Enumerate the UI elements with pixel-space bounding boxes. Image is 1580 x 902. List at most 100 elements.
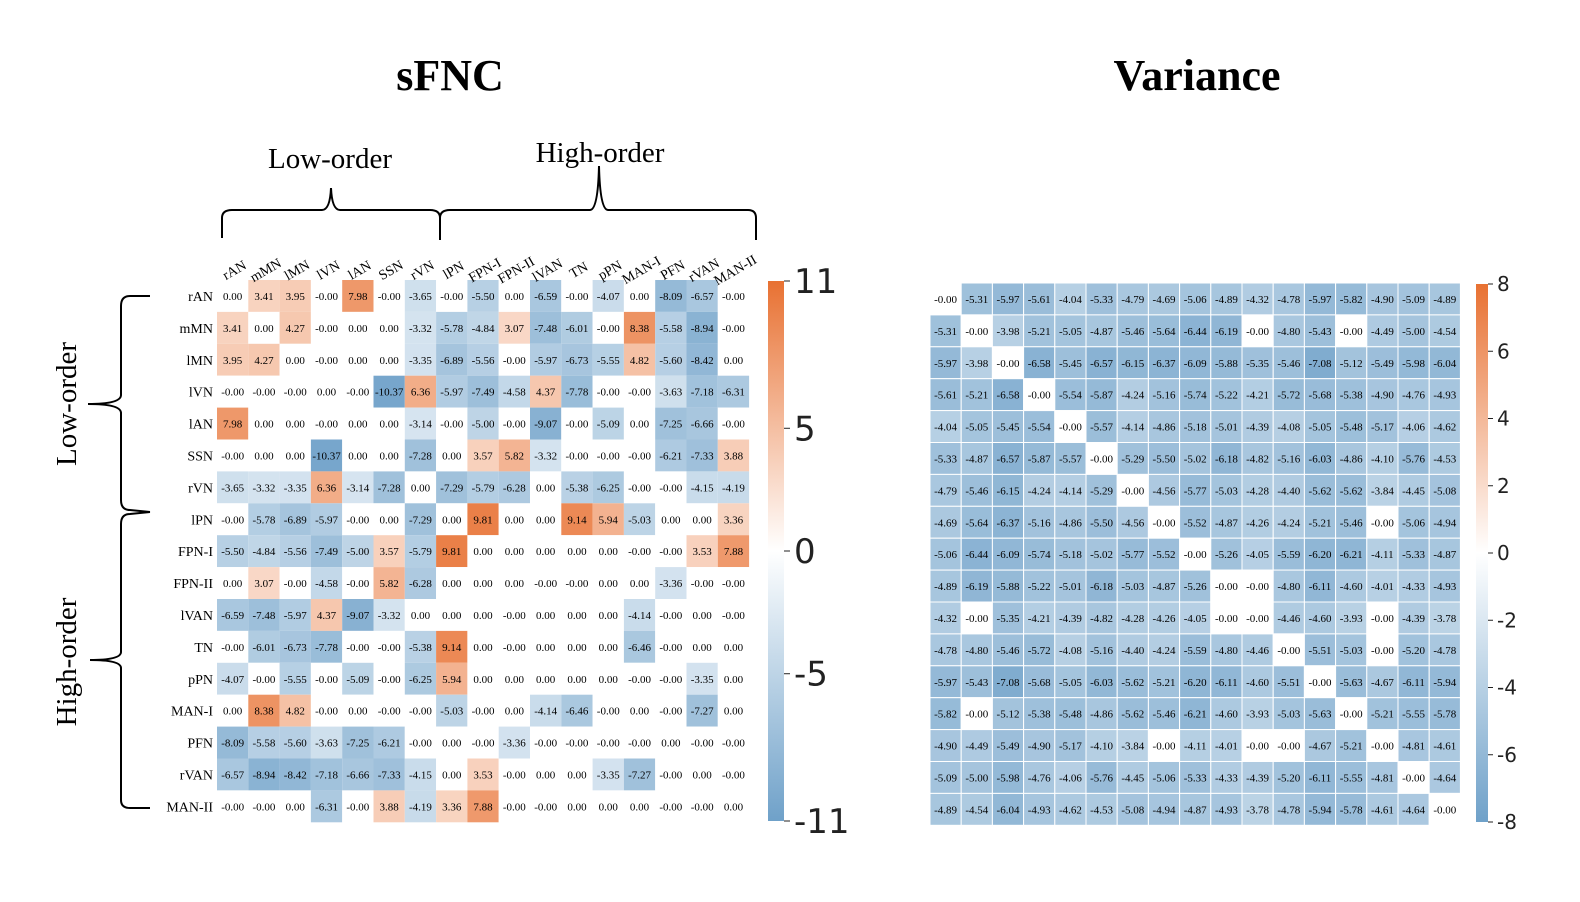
variance-colorbar: 8 6 4 2 0 -2 -4 -6 -8 bbox=[1476, 272, 1517, 834]
sfnc-cell-11-8 bbox=[467, 630, 499, 663]
sfnc-cell-4-1 bbox=[248, 407, 280, 440]
variance-cell-value-12-0: -5.97 bbox=[934, 677, 957, 689]
sfnc-cell-14-13 bbox=[623, 726, 656, 759]
sfnc-cell-8-3 bbox=[310, 535, 343, 568]
variance-cell-4-7 bbox=[1147, 410, 1181, 444]
variance-cell-16-11 bbox=[1272, 792, 1305, 826]
variance-cell-value-15-8: -5.33 bbox=[1184, 772, 1207, 784]
sfnc-cell-6-14 bbox=[655, 471, 687, 504]
sfnc-cell-14-4 bbox=[342, 726, 374, 759]
variance-cell-value-3-12: -5.68 bbox=[1309, 390, 1332, 402]
sfnc-cell-9-7 bbox=[436, 567, 468, 599]
sfnc-cell-value-11-16: 0.00 bbox=[724, 642, 744, 654]
variance-cell-value-8-7: -5.52 bbox=[1153, 549, 1176, 561]
sfnc-cell-9-4 bbox=[342, 567, 374, 599]
variance-cell-16-9 bbox=[1210, 792, 1243, 826]
sfnc-cell-1-7 bbox=[436, 311, 468, 344]
sfnc-cell-16-13 bbox=[623, 790, 656, 823]
sfnc-cell-10-14 bbox=[655, 599, 687, 631]
variance-cell-value-10-11: -4.46 bbox=[1277, 613, 1300, 625]
sfnc-cell-value-6-2: -3.35 bbox=[284, 482, 307, 494]
variance-cell-5-16 bbox=[1428, 442, 1461, 475]
variance-cell-value-5-9: -6.18 bbox=[1215, 453, 1238, 465]
variance-cell-13-6 bbox=[1116, 697, 1149, 731]
sfnc-colorbar-tick-4: -11 bbox=[794, 802, 850, 842]
sfnc-cell-12-12 bbox=[592, 662, 624, 695]
sfnc-cell-3-7 bbox=[436, 375, 468, 408]
variance-cell-value-4-11: -4.08 bbox=[1277, 422, 1300, 434]
variance-cell-value-1-12: -5.43 bbox=[1309, 326, 1332, 338]
variance-colorbar-tick-2: 4 bbox=[1497, 407, 1510, 431]
variance-cell-value-10-14: -0.00 bbox=[1371, 613, 1394, 625]
sfnc-cell-value-9-14: -3.36 bbox=[659, 578, 682, 590]
sfnc-row-label-13: MAN-I bbox=[171, 705, 213, 720]
variance-cell-value-16-4: -4.62 bbox=[1059, 804, 1082, 816]
sfnc-cell-value-7-8: 9.81 bbox=[473, 514, 492, 526]
sfnc-cell-0-2 bbox=[279, 280, 311, 312]
sfnc-cell-12-13 bbox=[623, 662, 656, 695]
variance-cell-value-11-12: -5.51 bbox=[1309, 645, 1332, 657]
variance-cell-value-15-15: -0.00 bbox=[1402, 772, 1425, 784]
variance-cell-value-11-16: -4.78 bbox=[1433, 645, 1456, 657]
sfnc-row-label-12: pPN bbox=[188, 673, 213, 688]
variance-cell-value-6-1: -5.46 bbox=[965, 485, 988, 497]
sfnc-cell-8-10 bbox=[530, 535, 562, 568]
variance-cell-value-16-13: -5.78 bbox=[1340, 804, 1363, 816]
variance-cell-12-9 bbox=[1210, 665, 1243, 699]
variance-cell-value-2-7: -6.37 bbox=[1153, 358, 1176, 370]
sfnc-colorbar-tick-3: -5 bbox=[794, 655, 828, 695]
sfnc-cell-value-5-11: -0.00 bbox=[565, 450, 588, 462]
variance-cell-value-8-11: -5.59 bbox=[1277, 549, 1300, 561]
sfnc-cell-1-14 bbox=[655, 311, 687, 344]
variance-cell-2-12 bbox=[1303, 346, 1337, 380]
variance-cell-value-12-9: -6.11 bbox=[1215, 677, 1238, 689]
variance-cell-3-5 bbox=[1085, 378, 1118, 412]
sfnc-cell-4-16 bbox=[717, 407, 750, 440]
variance-cell-value-16-6: -5.08 bbox=[1121, 804, 1144, 816]
variance-cell-value-0-10: -4.32 bbox=[1246, 294, 1269, 306]
sfnc-cell-11-7 bbox=[436, 630, 468, 663]
variance-cell-value-0-8: -5.06 bbox=[1184, 294, 1207, 306]
variance-cell-value-11-14: -0.00 bbox=[1371, 645, 1394, 657]
sfnc-cell-9-9 bbox=[498, 567, 530, 599]
sfnc-cell-value-15-1: -8.94 bbox=[252, 769, 275, 781]
variance-cell-value-7-6: -4.56 bbox=[1121, 517, 1144, 529]
sfnc-cell-10-3 bbox=[310, 599, 343, 631]
variance-cell-2-7 bbox=[1147, 346, 1181, 380]
sfnc-col-label-4: lAN bbox=[346, 258, 374, 283]
variance-cell-12-6 bbox=[1116, 665, 1149, 699]
variance-cell-value-10-13: -3.93 bbox=[1340, 613, 1363, 625]
variance-cell-value-10-1: -0.00 bbox=[965, 613, 988, 625]
variance-cell-value-6-10: -4.28 bbox=[1246, 485, 1269, 497]
sfnc-cell-value-1-4: 0.00 bbox=[348, 323, 368, 335]
sfnc-cell-15-10 bbox=[530, 758, 562, 791]
sfnc-cell-value-8-16: 7.88 bbox=[724, 546, 744, 558]
variance-cell-value-1-1: -0.00 bbox=[965, 326, 988, 338]
sfnc-cell-10-12 bbox=[592, 599, 624, 631]
variance-cell-value-4-16: -4.62 bbox=[1433, 422, 1456, 434]
sfnc-cell-7-16 bbox=[717, 503, 750, 536]
variance-cell-value-1-13: -0.00 bbox=[1340, 326, 1363, 338]
sfnc-cell-12-5 bbox=[373, 662, 405, 695]
variance-colorbar-tick-5: -2 bbox=[1497, 608, 1517, 632]
variance-cell-16-12 bbox=[1303, 792, 1337, 826]
variance-cell-value-15-11: -5.20 bbox=[1277, 772, 1300, 784]
variance-cell-value-14-7: -0.00 bbox=[1153, 741, 1176, 753]
variance-cell-value-16-0: -4.89 bbox=[934, 804, 957, 816]
variance-cell-1-10 bbox=[1241, 314, 1274, 348]
variance-cell-value-2-3: -6.58 bbox=[1028, 358, 1051, 370]
sfnc-cell-value-13-13: 0.00 bbox=[630, 706, 650, 718]
sfnc-cell-value-13-4: 0.00 bbox=[348, 706, 368, 718]
variance-cell-value-9-1: -6.19 bbox=[965, 581, 988, 593]
sfnc-cell-12-1 bbox=[248, 662, 280, 695]
sfnc-cell-11-1 bbox=[248, 630, 280, 663]
variance-cell-8-9 bbox=[1210, 537, 1243, 571]
sfnc-cell-value-6-4: -3.14 bbox=[346, 482, 369, 494]
variance-cell-value-5-15: -5.76 bbox=[1402, 453, 1425, 465]
sfnc-cell-value-7-6: -7.29 bbox=[409, 514, 432, 526]
sfnc-cell-value-14-7: 0.00 bbox=[442, 738, 462, 750]
variance-cell-value-0-9: -4.89 bbox=[1215, 294, 1238, 306]
sfnc-cell-value-15-14: -0.00 bbox=[659, 769, 682, 781]
variance-cell-5-3 bbox=[1023, 442, 1056, 475]
sfnc-cell-value-8-14: -0.00 bbox=[659, 546, 682, 558]
